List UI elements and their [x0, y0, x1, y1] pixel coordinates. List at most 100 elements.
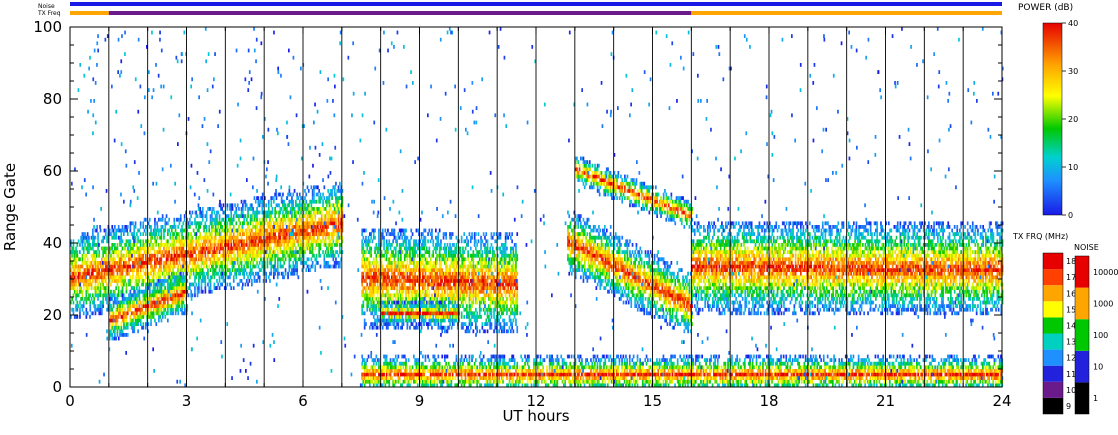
cell — [147, 250, 150, 254]
cell — [283, 239, 286, 244]
cell — [416, 246, 419, 251]
cell — [93, 261, 95, 265]
cell — [167, 250, 169, 254]
cell — [196, 239, 199, 244]
cell — [191, 261, 194, 265]
cell — [369, 261, 371, 265]
cell — [319, 196, 322, 200]
cell — [172, 282, 174, 287]
cell — [336, 243, 339, 247]
cell — [173, 293, 176, 298]
cell — [143, 289, 146, 294]
cell — [326, 253, 328, 258]
cell — [428, 246, 431, 251]
cell — [339, 214, 341, 218]
cell — [340, 232, 342, 236]
cell — [174, 275, 177, 280]
cell — [79, 264, 81, 269]
cell — [179, 253, 182, 258]
cell — [456, 275, 459, 280]
cell — [172, 307, 174, 312]
cell — [401, 318, 403, 323]
cell — [339, 196, 341, 200]
cell — [455, 318, 458, 323]
cell — [444, 253, 446, 258]
cell — [232, 217, 235, 222]
cell — [95, 275, 98, 280]
cell — [311, 232, 314, 236]
cell — [372, 261, 375, 265]
cell — [176, 257, 178, 262]
cell — [318, 250, 320, 254]
cell — [252, 271, 254, 276]
cell — [270, 253, 273, 258]
cell — [190, 243, 192, 247]
cell — [75, 250, 77, 254]
cell — [198, 243, 200, 247]
cell — [71, 246, 73, 251]
cell — [145, 271, 147, 276]
cell — [396, 286, 398, 290]
cell — [431, 297, 433, 301]
cell — [205, 264, 208, 269]
cell — [229, 235, 231, 240]
cell — [305, 217, 308, 222]
cell — [473, 286, 476, 290]
cell — [254, 271, 257, 276]
cell — [112, 271, 115, 276]
cell — [120, 235, 123, 240]
cell — [220, 261, 222, 265]
cell — [151, 235, 154, 240]
cell — [161, 250, 164, 254]
cell — [275, 268, 278, 272]
cell — [155, 300, 158, 305]
cell — [178, 250, 181, 254]
cell — [94, 261, 97, 265]
cell — [466, 304, 468, 308]
cell — [199, 250, 201, 254]
cell — [449, 232, 451, 236]
cell — [361, 243, 363, 247]
cell — [115, 232, 117, 236]
cell — [148, 293, 151, 298]
cell — [82, 286, 85, 290]
cell — [120, 268, 123, 272]
cell — [138, 289, 141, 294]
cell — [170, 243, 173, 247]
cell — [108, 311, 111, 316]
cell — [221, 243, 223, 247]
cell — [161, 293, 164, 298]
cell — [383, 243, 385, 247]
cell — [200, 221, 203, 226]
cell — [158, 315, 160, 319]
cell — [238, 239, 240, 244]
cell — [302, 235, 305, 240]
cell — [402, 271, 405, 276]
cell — [407, 286, 410, 290]
cell — [260, 228, 262, 233]
cell — [132, 243, 134, 247]
cell — [132, 325, 134, 330]
cell — [101, 300, 103, 305]
cell — [361, 275, 363, 280]
cell — [150, 307, 152, 312]
cell — [435, 235, 437, 240]
cell — [288, 264, 291, 269]
cell — [239, 214, 242, 218]
cell — [283, 261, 286, 265]
cell — [387, 275, 389, 280]
cell — [313, 189, 315, 193]
cell — [221, 264, 223, 269]
cell — [152, 243, 155, 247]
cell — [319, 246, 322, 251]
cell — [396, 268, 398, 272]
cell — [398, 304, 401, 308]
cell — [274, 221, 276, 226]
cell — [182, 221, 185, 226]
cell — [411, 232, 414, 236]
cell — [438, 243, 441, 247]
cell — [104, 293, 107, 298]
cell — [132, 318, 134, 323]
cell — [151, 311, 154, 316]
cell — [422, 257, 424, 262]
